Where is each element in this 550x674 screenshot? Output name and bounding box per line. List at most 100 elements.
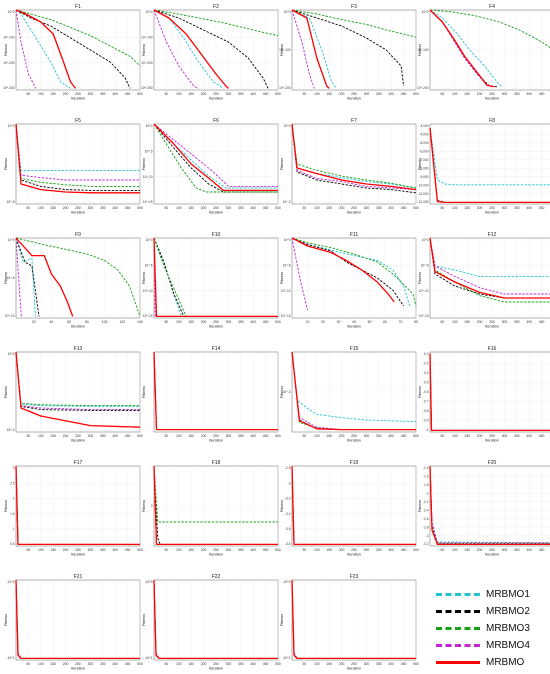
y-tick-label: -12,000 bbox=[418, 200, 429, 204]
x-tick-label: 500 bbox=[413, 206, 419, 210]
x-tick-label: 300 bbox=[502, 320, 508, 324]
x-tick-label: 50 bbox=[303, 434, 307, 438]
x-tick-label: 20 bbox=[321, 320, 325, 324]
y-tick-label: -5,000 bbox=[419, 141, 428, 145]
y-tick-label: -2.6 bbox=[423, 517, 429, 521]
x-tick-label: 300 bbox=[88, 548, 94, 552]
series-line-mrbmo1 bbox=[429, 127, 550, 186]
series-line-mrbmo4 bbox=[429, 237, 550, 295]
y-tick-label: 10^-100 bbox=[279, 48, 291, 52]
x-tick-label: 60 bbox=[383, 320, 387, 324]
x-tick-label: 300 bbox=[502, 434, 508, 438]
y-tick-label: -10,000 bbox=[418, 183, 429, 187]
x-tick-label: 100 bbox=[176, 662, 182, 666]
x-tick-label: 200 bbox=[477, 434, 483, 438]
x-axis-label: Iteration bbox=[347, 97, 361, 101]
chart-title: F9 bbox=[75, 232, 81, 238]
x-tick-label: 50 bbox=[441, 434, 445, 438]
y-tick-label: -3.2 bbox=[285, 497, 291, 501]
y-tick-label: -4,000 bbox=[419, 133, 428, 137]
y-axis-label: Fitness bbox=[142, 272, 146, 284]
x-tick-label: 250 bbox=[75, 206, 81, 210]
x-tick-label: 150 bbox=[50, 92, 56, 96]
x-tick-label: 140 bbox=[137, 320, 143, 324]
series-line-mrbmo bbox=[153, 9, 229, 89]
y-tick-label: 10^0 bbox=[8, 10, 15, 14]
y-axis-label: Fitness bbox=[4, 158, 8, 170]
x-tick-label: 300 bbox=[364, 206, 370, 210]
x-tick-label: 200 bbox=[201, 92, 207, 96]
y-tick-label: -10^0 bbox=[7, 580, 15, 584]
y-tick-label: 10^-10 bbox=[5, 314, 15, 318]
x-tick-label: 250 bbox=[351, 662, 357, 666]
x-tick-label: 300 bbox=[364, 434, 370, 438]
x-axis-label: Iteration bbox=[71, 667, 85, 671]
x-tick-label: 200 bbox=[339, 92, 345, 96]
series-line-mrbmo bbox=[15, 465, 140, 546]
y-tick-label: -2.4 bbox=[423, 508, 429, 512]
x-tick-label: 150 bbox=[464, 434, 470, 438]
x-tick-label: 250 bbox=[75, 92, 81, 96]
x-tick-label: 500 bbox=[275, 92, 281, 96]
x-tick-label: 350 bbox=[376, 92, 382, 96]
y-tick-label: 10^0 bbox=[284, 10, 291, 14]
y-tick-label: -2 bbox=[426, 492, 429, 496]
y-tick-label: -3.6 bbox=[285, 527, 291, 531]
y-tick-label: -9,000 bbox=[419, 175, 428, 179]
legend-label-mrbmo2: MRBMO2 bbox=[486, 606, 530, 617]
x-tick-label: 450 bbox=[539, 320, 545, 324]
x-tick-label: 500 bbox=[275, 320, 281, 324]
x-tick-label: 400 bbox=[388, 662, 394, 666]
chart-title: F16 bbox=[488, 346, 497, 352]
y-axis-label: Fitness bbox=[418, 500, 422, 512]
x-tick-label: 60 bbox=[67, 320, 71, 324]
x-tick-label: 400 bbox=[250, 320, 256, 324]
x-tick-label: 500 bbox=[413, 92, 419, 96]
x-tick-label: 40 bbox=[50, 320, 54, 324]
legend-label-mrbmo3: MRBMO3 bbox=[486, 623, 530, 634]
x-tick-label: 250 bbox=[213, 548, 219, 552]
x-tick-label: 400 bbox=[112, 662, 118, 666]
series-line-mrbmo2 bbox=[15, 9, 131, 89]
x-tick-label: 150 bbox=[188, 206, 194, 210]
x-tick-label: 400 bbox=[388, 434, 394, 438]
series-line-mrbmo1 bbox=[291, 351, 417, 423]
y-tick-label: 10^-200 bbox=[3, 61, 15, 65]
x-tick-label: 450 bbox=[263, 206, 269, 210]
y-tick-label: -7,000 bbox=[419, 158, 428, 162]
x-tick-label: 50 bbox=[165, 662, 169, 666]
x-axis-label: Iteration bbox=[71, 553, 85, 557]
x-tick-label: 300 bbox=[502, 92, 508, 96]
x-tick-label: 50 bbox=[165, 434, 169, 438]
y-tick-label: 10^-10 bbox=[143, 175, 153, 179]
x-tick-label: 300 bbox=[88, 92, 94, 96]
x-tick-label: 100 bbox=[314, 434, 320, 438]
x-tick-label: 300 bbox=[226, 320, 232, 324]
x-tick-label: 500 bbox=[275, 662, 281, 666]
x-tick-label: 450 bbox=[401, 92, 407, 96]
y-tick-label: -0.6 bbox=[423, 390, 429, 394]
y-tick-label: 10^-10 bbox=[281, 289, 291, 293]
x-tick-label: 300 bbox=[88, 434, 94, 438]
x-tick-label: 500 bbox=[275, 434, 281, 438]
series-line-mrbmo bbox=[153, 465, 278, 546]
series-line-mrbmo3 bbox=[153, 123, 278, 193]
legend: MRBMO1 MRBMO2 MRBMO3 MRBMO4 MRBMO bbox=[436, 586, 546, 671]
x-tick-label: 250 bbox=[213, 206, 219, 210]
y-tick-label: 10^-15 bbox=[143, 314, 153, 318]
y-tick-label: -2.8 bbox=[285, 466, 291, 470]
x-tick-label: 50 bbox=[27, 548, 31, 552]
x-tick-label: 250 bbox=[213, 434, 219, 438]
chart-title: F22 bbox=[212, 574, 221, 580]
y-tick-label: -6,000 bbox=[419, 150, 428, 154]
x-tick-label: 50 bbox=[27, 434, 31, 438]
series-line-mrbmo4 bbox=[15, 9, 37, 89]
x-axis-label: Iteration bbox=[485, 211, 499, 215]
y-tick-label: -10^1 bbox=[7, 656, 15, 660]
x-tick-label: 500 bbox=[137, 662, 143, 666]
x-axis-label: Iteration bbox=[347, 553, 361, 557]
x-tick-label: 150 bbox=[50, 434, 56, 438]
series-line-mrbmo bbox=[291, 579, 416, 660]
x-tick-label: 350 bbox=[238, 662, 244, 666]
series-line-mrbmo bbox=[15, 351, 141, 428]
